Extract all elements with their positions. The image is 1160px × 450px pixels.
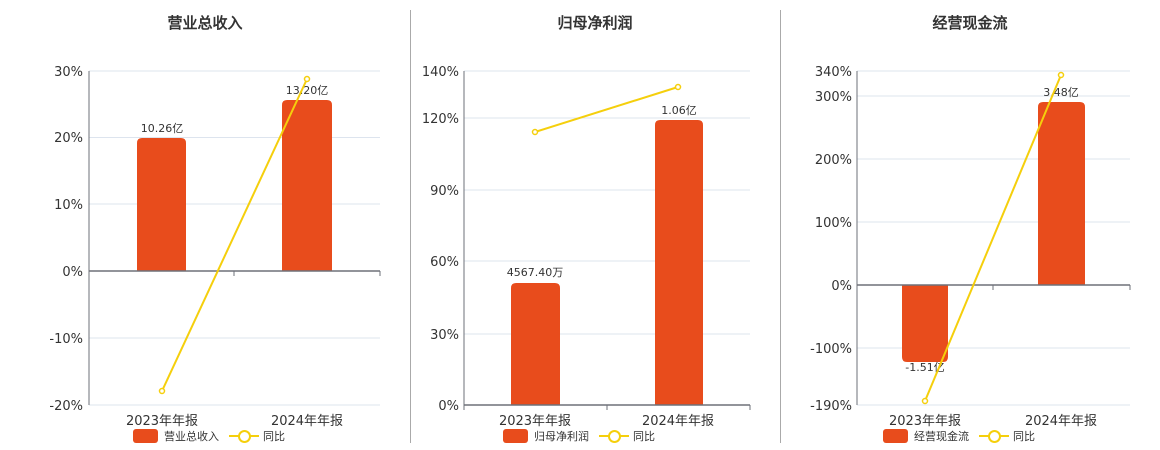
svg-text:300%: 300% [815,90,852,105]
legend-line-label[interactable]: 同比 [263,430,285,443]
legend-bar-label[interactable]: 经营现金流 [914,430,969,443]
svg-text:140%: 140% [422,65,459,80]
x-label-2023: 2023年年报 [889,414,961,429]
bar-label-2023: 4567.40万 [507,266,564,279]
chart-plot: 140% 120% 90% 60% 30% 0% 4567.40万 1.06亿 … [422,65,751,429]
bar-label-2023: 10.26亿 [141,122,184,135]
legend-line-label[interactable]: 同比 [633,430,655,443]
yoy-point-2024[interactable] [674,83,682,91]
svg-text:-10%: -10% [49,332,83,347]
chart-plot: 30% 20% 10% 0% -10% -20% 10.26亿 13.20亿 2… [49,65,381,429]
yoy-point-2024[interactable] [1057,71,1065,79]
legend-line-icon[interactable] [599,429,629,443]
bar-2024[interactable] [282,100,332,271]
bar-label-2023: -1.51亿 [905,361,944,374]
svg-text:30%: 30% [54,65,83,80]
yoy-point-2023[interactable] [158,387,166,395]
bar-2023[interactable] [511,283,560,405]
yoy-point-2023[interactable] [531,128,539,136]
x-label-2023: 2023年年报 [499,414,571,429]
svg-text:100%: 100% [815,216,852,231]
bar-2023[interactable] [902,285,948,362]
svg-text:340%: 340% [815,65,852,80]
svg-text:0%: 0% [831,279,852,294]
y-tick-labels: 140% 120% 90% 60% 30% 0% [422,65,459,414]
panel-divider [410,10,411,443]
svg-text:60%: 60% [430,255,459,270]
chart-panel-revenue: 营业总收入 30% 20% 10% 0% -10% -20% 10.26亿 [0,0,410,450]
bar-2024[interactable] [655,120,703,405]
bar-2023[interactable] [137,138,186,271]
yoy-point-2023[interactable] [921,397,929,405]
legend-bar-swatch[interactable] [883,429,908,443]
x-label-2024: 2024年年报 [1025,414,1097,429]
legend: 经营现金流 同比 [883,428,1035,444]
legend-bar-swatch[interactable] [133,429,158,443]
legend-bar-swatch[interactable] [503,429,528,443]
legend-line-icon[interactable] [229,429,259,443]
bar-label-2024: 3.48亿 [1043,86,1079,99]
yoy-line [161,78,308,392]
chart-panel-net-profit: 归母净利润 140% 120% 90% 60% 30% 0% 4567.40万 … [422,14,751,444]
svg-text:90%: 90% [430,184,459,199]
legend-bar-label[interactable]: 归母净利润 [534,430,589,443]
svg-text:120%: 120% [422,112,459,127]
x-label-2023: 2023年年报 [126,414,198,429]
x-label-2024: 2024年年报 [271,414,343,429]
svg-text:10%: 10% [54,198,83,213]
svg-text:0%: 0% [438,399,459,414]
yoy-point-2024[interactable] [303,75,311,83]
svg-text:20%: 20% [54,131,83,146]
yoy-line [534,86,679,133]
svg-text:-20%: -20% [49,399,83,414]
bar-label-2024: 13.20亿 [286,84,329,97]
svg-text:-190%: -190% [810,399,852,414]
legend-line-label[interactable]: 同比 [1013,430,1035,443]
svg-text:-100%: -100% [810,342,852,357]
chart-title: 营业总收入 [167,14,243,32]
legend-bar-label[interactable]: 营业总收入 [164,430,219,443]
chart-title: 经营现金流 [932,14,1008,32]
panel-divider [780,10,781,443]
bar-label-2024: 1.06亿 [661,104,697,117]
chart-title: 归母净利润 [557,14,633,32]
svg-text:200%: 200% [815,153,852,168]
svg-text:30%: 30% [430,328,459,343]
yoy-line [924,74,1062,402]
x-label-2024: 2024年年报 [642,414,714,429]
legend: 归母净利润 同比 [503,428,655,444]
bar-2024[interactable] [1038,102,1085,285]
legend: 营业总收入 同比 [133,428,285,444]
svg-text:0%: 0% [62,265,83,280]
y-tick-labels: 30% 20% 10% 0% -10% -20% [49,65,83,414]
legend-line-icon[interactable] [979,429,1009,443]
y-tick-labels: 340% 300% 200% 100% 0% -100% -190% [810,65,852,414]
